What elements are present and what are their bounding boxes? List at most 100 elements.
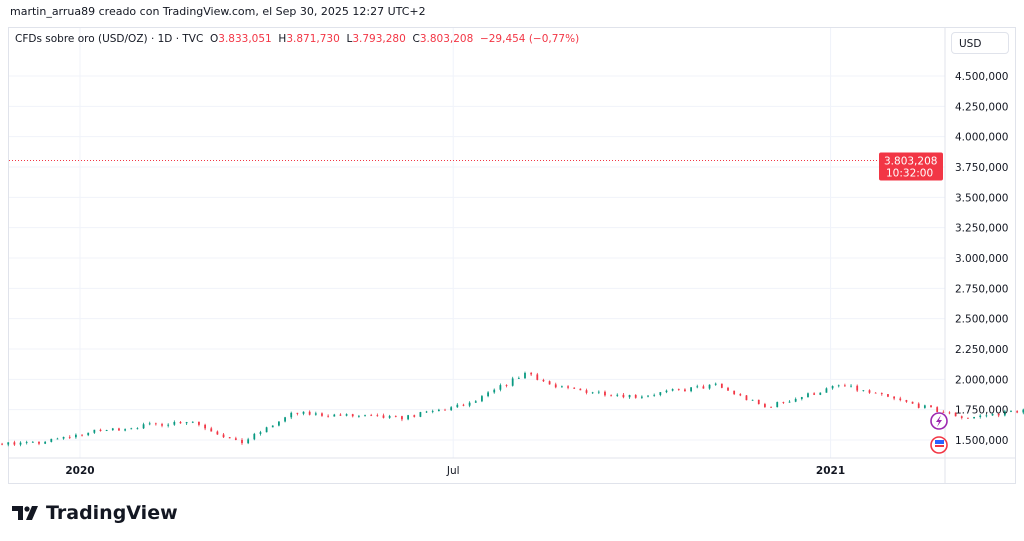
- candle-down: [462, 404, 465, 406]
- y-tick-label: 3.000,000: [955, 253, 1008, 265]
- candle-up: [837, 385, 840, 387]
- candle-down: [241, 439, 243, 444]
- candle-up: [44, 441, 47, 444]
- candle-up: [1003, 411, 1006, 416]
- attribution-header: martin_arrua89 creado con TradingView.co…: [10, 5, 426, 18]
- tradingview-logo-icon: [12, 506, 38, 520]
- candle-up: [431, 411, 434, 412]
- candle-down: [967, 417, 969, 419]
- candle-up: [111, 428, 114, 431]
- candle-up: [7, 442, 10, 445]
- candle-up: [364, 415, 366, 417]
- candle-down: [930, 405, 932, 408]
- lightning-event-icon: [936, 415, 942, 427]
- candle-down: [567, 386, 569, 388]
- candle-down: [179, 422, 182, 424]
- close-value: 3.803,208: [419, 33, 474, 45]
- candle-down: [548, 381, 551, 385]
- price-tag: [879, 152, 943, 181]
- candle-up: [991, 413, 994, 416]
- candle-down: [370, 415, 373, 417]
- candle-up: [708, 384, 711, 389]
- price-tag-countdown: 10:32:00: [886, 168, 933, 180]
- candle-up: [437, 409, 440, 412]
- change-value: −29,454 (−0,77%): [479, 33, 580, 45]
- candle-up: [807, 393, 809, 398]
- candle-down: [376, 415, 379, 417]
- candle-up: [31, 441, 34, 443]
- candle-up: [831, 386, 834, 389]
- candle-up: [345, 414, 348, 416]
- symbol-name[interactable]: CFDs sobre oro (USD/OZ) · 1D · TVC: [15, 33, 204, 45]
- candle-up: [597, 391, 600, 393]
- candle-down: [327, 415, 330, 417]
- y-tick-label: 1.500,000: [955, 435, 1008, 447]
- candle-down: [745, 395, 748, 401]
- candle-down: [622, 394, 625, 398]
- tradingview-logo[interactable]: TradingView: [12, 502, 178, 524]
- y-tick-label: 4.000,000: [955, 132, 1008, 144]
- candle-down: [911, 401, 914, 404]
- candle-up: [93, 429, 96, 433]
- candle-down: [843, 385, 846, 387]
- candle-up: [87, 432, 90, 436]
- candle-up: [714, 383, 717, 385]
- candle-down: [198, 421, 200, 425]
- candle-down: [351, 414, 354, 417]
- candle-down: [634, 395, 637, 398]
- candle-down: [99, 429, 102, 432]
- candle-down: [702, 386, 705, 389]
- candle-down: [228, 437, 231, 439]
- candle-up: [407, 415, 410, 420]
- open-value: 3.833,051: [218, 33, 272, 45]
- y-tick-label: 3.250,000: [955, 223, 1008, 235]
- candle-down: [893, 396, 896, 399]
- candle-up: [1010, 411, 1012, 412]
- candle-down: [610, 395, 613, 397]
- candle-down: [321, 413, 323, 416]
- candle-up: [130, 428, 133, 430]
- candle-up: [591, 392, 594, 394]
- candle-up: [850, 385, 852, 387]
- candle-down: [81, 434, 83, 436]
- candle-up: [690, 387, 692, 392]
- candle-up: [800, 397, 803, 399]
- candle-up: [105, 430, 108, 432]
- candle-down: [216, 431, 219, 435]
- us-flag-economic-event-icon: [935, 445, 944, 447]
- candle-down: [204, 424, 206, 429]
- candle-up: [419, 412, 422, 417]
- candle-up: [628, 395, 631, 398]
- candle-down: [308, 411, 311, 415]
- candle-down: [917, 403, 920, 408]
- candle-down: [296, 412, 299, 414]
- x-tick-label: 2021: [816, 465, 845, 477]
- candle-up: [74, 434, 77, 438]
- candle-down: [727, 387, 729, 391]
- candle-up: [973, 416, 975, 419]
- candle-down: [536, 374, 539, 380]
- currency-button[interactable]: USD: [951, 32, 1009, 54]
- candle-up: [333, 414, 336, 417]
- candle-down: [234, 438, 237, 440]
- candle-up: [517, 378, 520, 380]
- candle-up: [647, 395, 649, 397]
- y-tick-label: 1.750,000: [955, 405, 1008, 417]
- candle-down: [960, 416, 963, 418]
- candle-up: [253, 433, 256, 440]
- candle-up: [259, 432, 262, 434]
- candle-down: [856, 385, 859, 391]
- candle-down: [554, 384, 557, 388]
- candle-down: [161, 424, 163, 426]
- candle-down: [38, 441, 40, 444]
- candle-down: [585, 390, 588, 393]
- candle-up: [819, 392, 822, 395]
- candle-up: [388, 416, 391, 418]
- candle-up: [185, 422, 188, 424]
- candle-up: [524, 372, 526, 379]
- candle-up: [357, 415, 360, 417]
- low-value: 3.793,280: [352, 33, 406, 45]
- candle-up: [653, 394, 656, 396]
- candle-down: [382, 415, 385, 418]
